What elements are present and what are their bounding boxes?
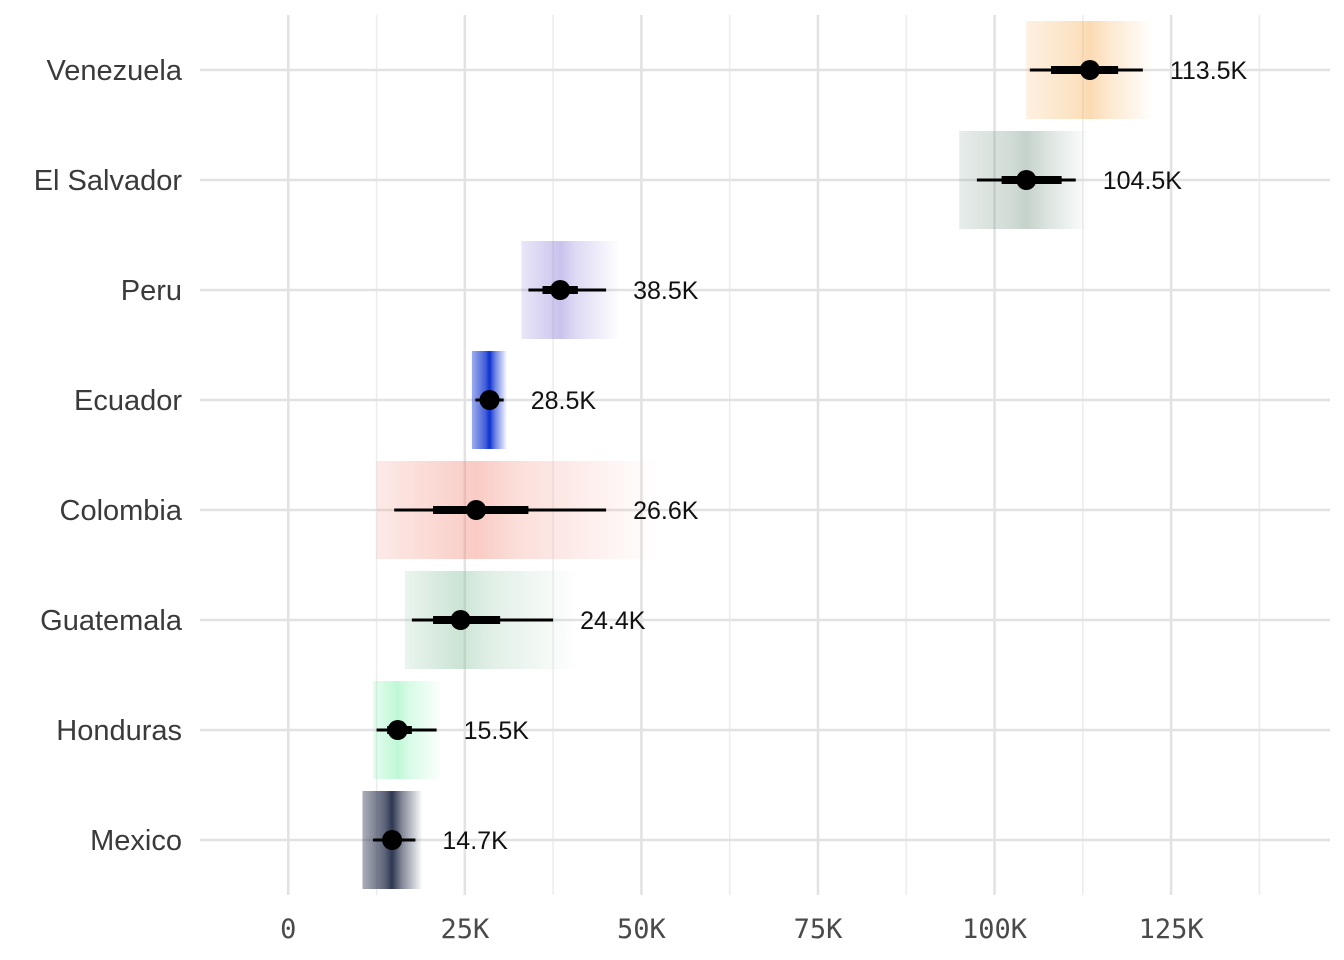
value-label: 15.5K: [464, 717, 530, 745]
category-label: Venezuela: [47, 55, 183, 87]
x-tick-label: 75K: [794, 914, 844, 945]
value-label: 104.5K: [1103, 167, 1183, 195]
grid-lines: [200, 15, 1330, 895]
category-label: Honduras: [56, 715, 182, 747]
x-axis-ticks: 0 25K 50K 75K 100K 125K: [280, 914, 1204, 945]
point-estimate: [387, 720, 408, 740]
category-label: Colombia: [60, 495, 183, 527]
point-estimate: [466, 500, 487, 520]
category-label: Peru: [121, 275, 182, 307]
point-estimate: [1079, 60, 1100, 80]
point-estimate: [450, 610, 471, 630]
value-labels: 113.5K 104.5K 38.5K 28.5K 26.6K 24.4K 15.5K 14.…: [442, 57, 1247, 855]
value-label: 28.5K: [531, 387, 597, 415]
point-estimate: [550, 280, 571, 300]
x-tick-label: 0: [280, 914, 296, 945]
value-label: 26.6K: [633, 497, 699, 525]
category-label: Ecuador: [74, 385, 182, 417]
x-tick-label: 25K: [440, 914, 490, 945]
x-tick-label: 125K: [1139, 914, 1205, 945]
x-tick-label: 100K: [962, 914, 1028, 945]
value-label: 38.5K: [633, 277, 699, 305]
point-estimate: [382, 830, 403, 850]
category-label: El Salvador: [34, 165, 183, 197]
points: [382, 60, 1100, 850]
point-estimate: [479, 390, 500, 410]
category-label: Mexico: [90, 825, 182, 857]
value-label: 113.5K: [1170, 57, 1248, 85]
point-estimate: [1016, 170, 1037, 190]
category-label: Guatemala: [40, 605, 183, 637]
y-axis-labels: Venezuela El Salvador Peru Ecuador Colombia G…: [34, 55, 183, 857]
uncertainty-bands: [362, 21, 1154, 889]
value-label: 24.4K: [580, 607, 646, 635]
value-label: 14.7K: [442, 827, 508, 855]
x-tick-label: 50K: [617, 914, 667, 945]
